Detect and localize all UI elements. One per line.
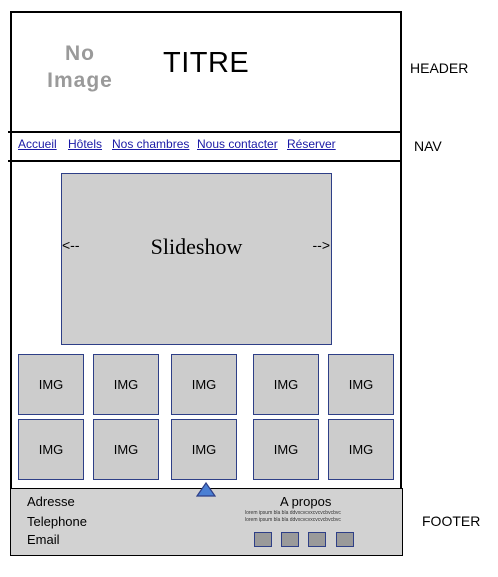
gallery-image-label: IMG <box>348 377 374 392</box>
footer-telephone: Telephone <box>27 514 87 529</box>
slideshow[interactable]: <-- Slideshow --> <box>61 173 332 345</box>
gallery-image-label: IMG <box>273 442 299 457</box>
gallery-image[interactable]: IMG <box>328 354 394 415</box>
gallery-image-label: IMG <box>191 442 217 457</box>
logo-line-1: No <box>65 42 95 65</box>
footer-address: Adresse <box>27 494 75 509</box>
page-title: TITRE <box>163 47 250 79</box>
slideshow-label: Slideshow <box>150 234 243 259</box>
gallery-image[interactable]: IMG <box>328 419 394 480</box>
nav-link-accueil[interactable]: Accueil <box>18 137 57 151</box>
logo-line-2: Image <box>47 69 113 92</box>
gallery-image-label: IMG <box>191 377 217 392</box>
gallery-image[interactable]: IMG <box>18 354 84 415</box>
footer-about-text-1: lorem ipsum bla bla ddvxcvcvxcvcvcbvcbvc <box>245 510 341 516</box>
gallery-image[interactable]: IMG <box>18 419 84 480</box>
nav-link-contact[interactable]: Nous contacter <box>197 137 278 151</box>
social-icon[interactable] <box>254 532 272 547</box>
gallery-image[interactable]: IMG <box>253 419 319 480</box>
slideshow-next-arrow[interactable]: --> <box>312 237 331 253</box>
nav-link-chambres[interactable]: Nos chambres <box>112 137 190 151</box>
nav-top-divider <box>8 131 402 133</box>
gallery-image[interactable]: IMG <box>93 354 159 415</box>
nav-label: NAV <box>414 138 442 154</box>
nav-link-hotels[interactable]: Hôtels <box>68 137 103 151</box>
gallery-image-label: IMG <box>38 377 64 392</box>
gallery-image-label: IMG <box>348 442 374 457</box>
gallery-image-label: IMG <box>113 442 139 457</box>
logo-placeholder: No Image <box>40 40 120 94</box>
gallery-image-label: IMG <box>273 377 299 392</box>
nav-bottom-divider <box>8 160 402 162</box>
social-icon[interactable] <box>308 532 326 547</box>
footer-about-text-2: lorem ipsum bla bla ddvxcvcvxcvcvcbvcbvc <box>245 517 341 523</box>
footer-label: FOOTER <box>422 513 481 529</box>
gallery-image[interactable]: IMG <box>93 419 159 480</box>
social-icon[interactable] <box>336 532 354 547</box>
gallery-image[interactable]: IMG <box>171 419 237 480</box>
gallery-image-label: IMG <box>38 442 64 457</box>
footer-about-title: A propos <box>280 494 332 509</box>
gallery-image[interactable]: IMG <box>253 354 319 415</box>
social-icon[interactable] <box>281 532 299 547</box>
header-label: HEADER <box>410 60 469 76</box>
scroll-top-icon[interactable] <box>196 482 216 498</box>
nav-link-reserver[interactable]: Réserver <box>287 137 336 151</box>
slideshow-prev-arrow[interactable]: <-- <box>62 237 80 253</box>
page-frame <box>10 11 402 555</box>
gallery-image-label: IMG <box>113 377 139 392</box>
gallery-image[interactable]: IMG <box>171 354 237 415</box>
footer-email: Email <box>27 532 60 547</box>
